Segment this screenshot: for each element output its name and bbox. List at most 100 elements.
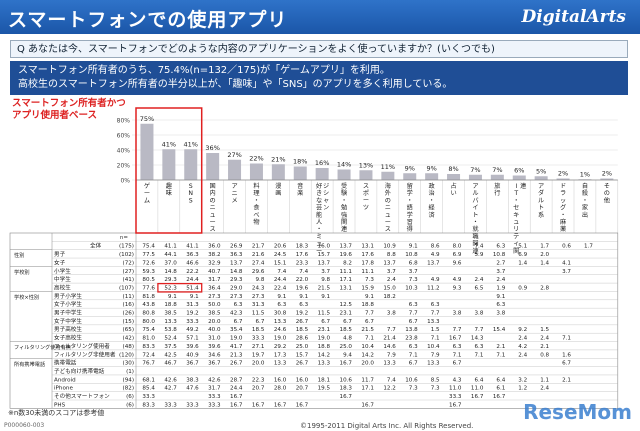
category-label-char: 関: [341, 219, 347, 226]
table-cell: 29.0: [230, 285, 243, 291]
highlight-top-box: [135, 107, 203, 234]
table-cell: 12.2: [383, 386, 395, 392]
row-n: (6): [126, 402, 134, 408]
table-cell: 4.9: [453, 277, 462, 283]
table-cell: 42.5: [164, 352, 177, 358]
bar: [512, 175, 526, 180]
table-cell: 6.9: [453, 252, 462, 258]
category-label-char: 料: [253, 182, 259, 190]
table-cell: 22.0: [296, 277, 309, 283]
table-cell: 43.8: [142, 302, 155, 308]
category-label-char: 経: [429, 204, 436, 212]
table-cell: 42.3: [230, 311, 243, 317]
table-cell: 32.9: [208, 260, 221, 266]
table-cell: 47.6: [186, 386, 199, 392]
category-label-char: ー: [210, 219, 216, 226]
bar: [162, 149, 176, 180]
table-cell: 7.4: [387, 377, 396, 383]
table-cell: 7.1: [562, 336, 571, 342]
row-label: フィルタリング使用者: [54, 342, 110, 350]
table-cell: 9.1: [299, 294, 308, 300]
row-label: 男子中学生: [54, 309, 82, 317]
table-cell: 19.5: [318, 386, 331, 392]
table-cell: 3.8: [496, 311, 505, 317]
category-label-char: 麻: [560, 218, 567, 226]
category-label-char: 旅: [494, 182, 500, 190]
row-n: (107): [119, 285, 134, 291]
category-label-char: S: [189, 197, 193, 204]
table-cell: 29.6: [252, 269, 265, 275]
table-cell: 77.6: [142, 285, 155, 291]
table-cell: 7.3: [409, 386, 418, 392]
table-cell: 36.4: [208, 285, 221, 291]
data-label: 2%: [558, 170, 568, 178]
y-tick-label: 20%: [117, 163, 131, 170]
table-cell: 23.1: [340, 311, 353, 317]
data-label: 8%: [448, 165, 458, 173]
category-label-char: メ: [231, 197, 237, 204]
category-label-char: ト: [472, 212, 478, 219]
row-label: 全体: [90, 242, 102, 250]
table-cell: 7.1: [431, 336, 440, 342]
category-label-char: ア: [472, 183, 478, 190]
table-cell: 10.6: [405, 377, 418, 383]
category-label-char: ・: [253, 197, 259, 204]
table-cell: 28.0: [274, 386, 287, 392]
table-cell: 68.1: [142, 377, 155, 383]
data-label: 36%: [205, 144, 219, 152]
table-cell: 21.4: [383, 336, 396, 342]
chart-base-label: スマートフォン所有者かつ アプリ使用者ベース: [12, 98, 126, 122]
table-cell: 27.3: [208, 294, 221, 300]
category-label-char: 関: [472, 241, 478, 248]
row-n: (94): [123, 377, 134, 383]
table-cell: 11.1: [340, 269, 353, 275]
category-label-char: ュ: [316, 241, 322, 248]
table-cell: 1.4: [540, 260, 549, 266]
table-cell: 13.7: [383, 260, 396, 266]
row-n: (102): [119, 252, 134, 258]
table-cell: 25.0: [296, 344, 309, 350]
table-cell: 2.4: [540, 386, 549, 392]
row-n: (26): [123, 311, 134, 317]
table-cell: 19.2: [296, 311, 308, 317]
table-cell: 6.5: [474, 285, 483, 291]
table-cell: 46.6: [186, 260, 199, 266]
data-label: 41%: [184, 140, 198, 148]
table-cell: 37.0: [164, 260, 177, 266]
table-cell: 4.8: [343, 336, 352, 342]
table-cell: 1.7: [540, 244, 549, 250]
category-label-char: の: [210, 197, 216, 204]
category-label-char: 芸: [316, 204, 322, 212]
table-cell: 9.4: [343, 352, 352, 358]
category-label-char: ト: [538, 205, 544, 212]
table-cell: 27.1: [252, 344, 265, 350]
table-cell: 18.8: [361, 302, 374, 308]
table-cell: 20.0: [208, 319, 221, 325]
table-cell: 10.8: [493, 252, 506, 258]
row-label: 男子: [54, 251, 66, 258]
table-cell: 23.1: [318, 327, 331, 333]
table-cell: 13.3: [164, 319, 177, 325]
table-cell: 35.4: [230, 327, 243, 333]
data-label: 9%: [426, 164, 436, 172]
table-cell: 17.3: [274, 352, 287, 358]
category-label-char: 治: [429, 189, 435, 197]
table-cell: 6.7: [255, 319, 264, 325]
category-label-char: バ: [472, 197, 478, 204]
bar: [337, 169, 351, 180]
table-cell: 11.5: [318, 311, 331, 317]
row-label: Android: [54, 377, 76, 383]
category-label-char: ル: [472, 190, 478, 197]
table-cell: 14.8: [230, 269, 243, 275]
table-cell: 33.3: [208, 394, 221, 400]
category-label-char: な: [316, 197, 322, 204]
category-label-char: ツ: [363, 205, 369, 212]
table-cell: 13.3: [318, 361, 331, 367]
category-label-char: 漫: [275, 182, 281, 190]
summary-line: スマートフォン所有者のうち、75.4%(n=132／175)が「ゲームアプリ」を…: [18, 65, 390, 76]
table-cell: 17.1: [361, 386, 374, 392]
table-cell: 41.1: [164, 244, 177, 250]
table-cell: 1.6: [562, 352, 571, 358]
table-cell: 39.6: [186, 344, 199, 350]
